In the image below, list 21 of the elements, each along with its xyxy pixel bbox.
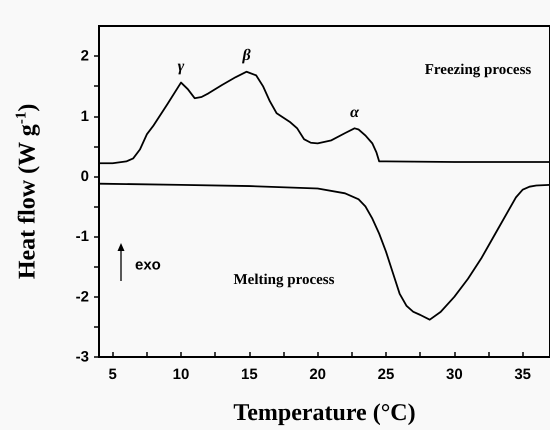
y-tick-label: 0 bbox=[80, 168, 89, 185]
y-tick-label: -1 bbox=[76, 228, 89, 246]
x-tick-label: 15 bbox=[240, 366, 258, 383]
annotation: α bbox=[350, 104, 360, 121]
annotation: Melting process bbox=[234, 272, 335, 288]
y-tick-label: -2 bbox=[76, 288, 89, 306]
x-tick-label: 10 bbox=[172, 366, 190, 383]
annotation: γ bbox=[178, 58, 185, 76]
x-tick-label: 5 bbox=[108, 366, 117, 383]
annotation: exo bbox=[135, 256, 161, 274]
y-axis-title: Heat flow (W g-1) bbox=[14, 104, 40, 280]
annotation: β bbox=[242, 47, 252, 64]
x-axis-title: Temperature (°C) bbox=[233, 400, 416, 426]
y-tick-label: 1 bbox=[80, 108, 89, 125]
annotation: Freezing process bbox=[424, 62, 532, 78]
y-tick-label: -3 bbox=[76, 348, 89, 366]
x-tick-label: 35 bbox=[514, 366, 532, 383]
x-tick-label: 25 bbox=[378, 366, 394, 383]
x-tick-label: 30 bbox=[446, 366, 463, 383]
x-tick-label: 20 bbox=[309, 366, 326, 383]
y-tick-label: 2 bbox=[80, 48, 89, 65]
